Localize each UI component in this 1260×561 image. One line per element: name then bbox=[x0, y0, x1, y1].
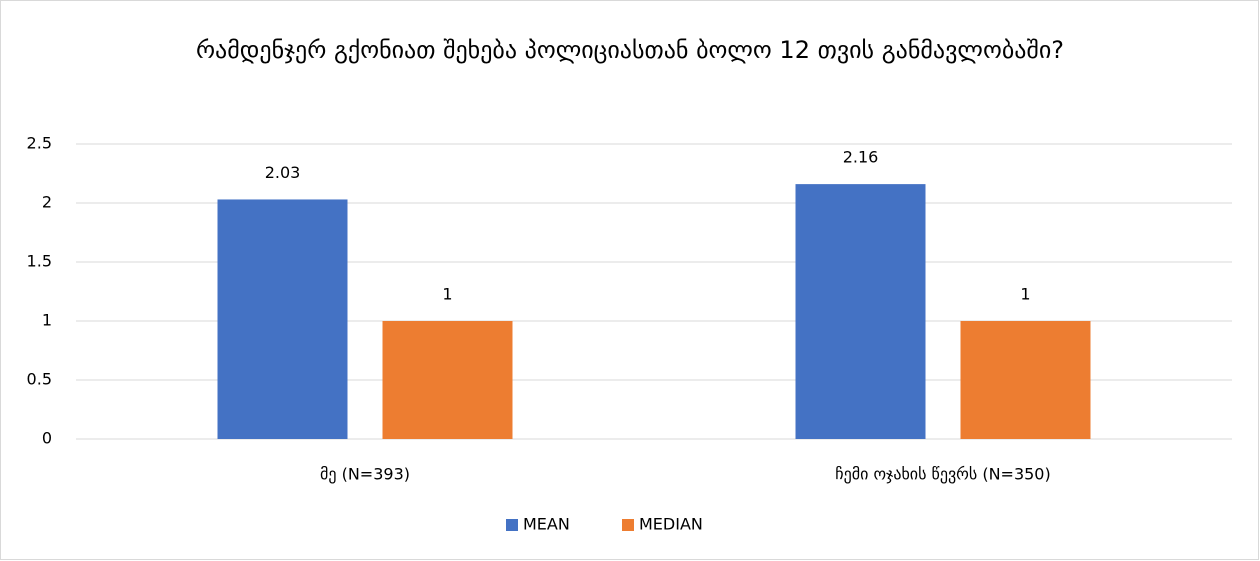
y-tick-label: 1.5 bbox=[27, 252, 52, 271]
legend-swatch bbox=[622, 519, 634, 531]
y-tick-label: 0 bbox=[42, 429, 52, 448]
y-tick-label: 2.5 bbox=[27, 134, 52, 153]
bar bbox=[382, 321, 513, 439]
value-label: 2.16 bbox=[843, 148, 879, 167]
y-tick-label: 0.5 bbox=[27, 370, 52, 389]
bar bbox=[795, 184, 926, 439]
chart-title: რამდენჯერ გქონიათ შეხება პოლიციასთან ბოლ… bbox=[195, 36, 1065, 64]
legend-swatch bbox=[506, 519, 518, 531]
y-tick-label: 2 bbox=[42, 193, 52, 212]
bar bbox=[217, 199, 348, 439]
x-tick-label: ჩემი ოჯახის წევრს (N=350) bbox=[835, 465, 1050, 484]
legend-label: MEAN bbox=[523, 515, 570, 534]
value-label: 1 bbox=[1020, 285, 1030, 304]
value-label: 2.03 bbox=[265, 163, 301, 182]
value-label: 1 bbox=[442, 285, 452, 304]
bar bbox=[960, 321, 1091, 439]
y-tick-label: 1 bbox=[42, 311, 52, 330]
x-tick-label: მე (N=393) bbox=[320, 465, 410, 484]
legend-label: MEDIAN bbox=[639, 515, 703, 534]
